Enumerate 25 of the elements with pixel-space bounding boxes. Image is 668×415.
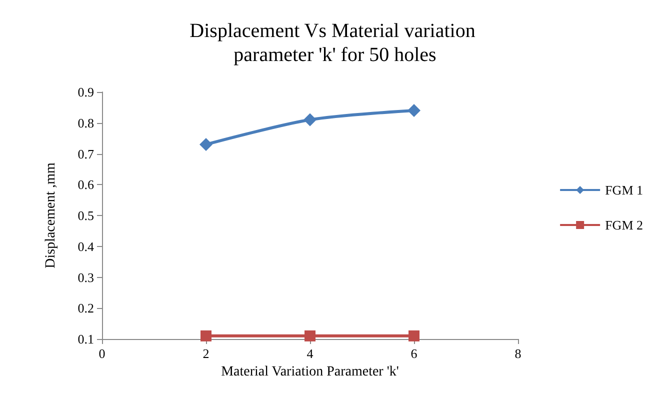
y-tick-label: 0.6 bbox=[78, 177, 94, 192]
y-tick-label: 0.5 bbox=[78, 208, 94, 223]
point bbox=[304, 113, 316, 126]
x-tick-label: 6 bbox=[410, 346, 418, 361]
point bbox=[304, 330, 316, 342]
y-tick-label: 0.7 bbox=[78, 146, 94, 162]
legend-label: FGM 2 bbox=[605, 218, 644, 232]
y-tick-label: 0.3 bbox=[78, 270, 94, 285]
y-axis-title: Displacement ,mm bbox=[44, 162, 58, 268]
y-tick-label: 0.1 bbox=[78, 332, 94, 346]
y-tick-label: 0.8 bbox=[78, 115, 94, 130]
x-tick-label: 2 bbox=[202, 346, 210, 361]
point bbox=[408, 330, 420, 342]
point bbox=[200, 138, 212, 151]
y-tick-label: 0.4 bbox=[78, 238, 94, 254]
point bbox=[408, 104, 420, 118]
x-tick-label: 0 bbox=[98, 346, 106, 361]
x-tick-label: 8 bbox=[514, 346, 522, 361]
y-tick-label: 0.9 bbox=[78, 84, 94, 100]
x-axis-title: Material Variation Parameter 'k' bbox=[221, 364, 399, 380]
legend-label: FGM 1 bbox=[605, 182, 644, 198]
y-tick-label: 0.2 bbox=[78, 300, 94, 316]
x-tick-label: 4 bbox=[306, 346, 314, 361]
chart-title: Displacement Vs Material variation parameter 'k' for 50 holes bbox=[190, 20, 480, 66]
point bbox=[200, 330, 212, 342]
